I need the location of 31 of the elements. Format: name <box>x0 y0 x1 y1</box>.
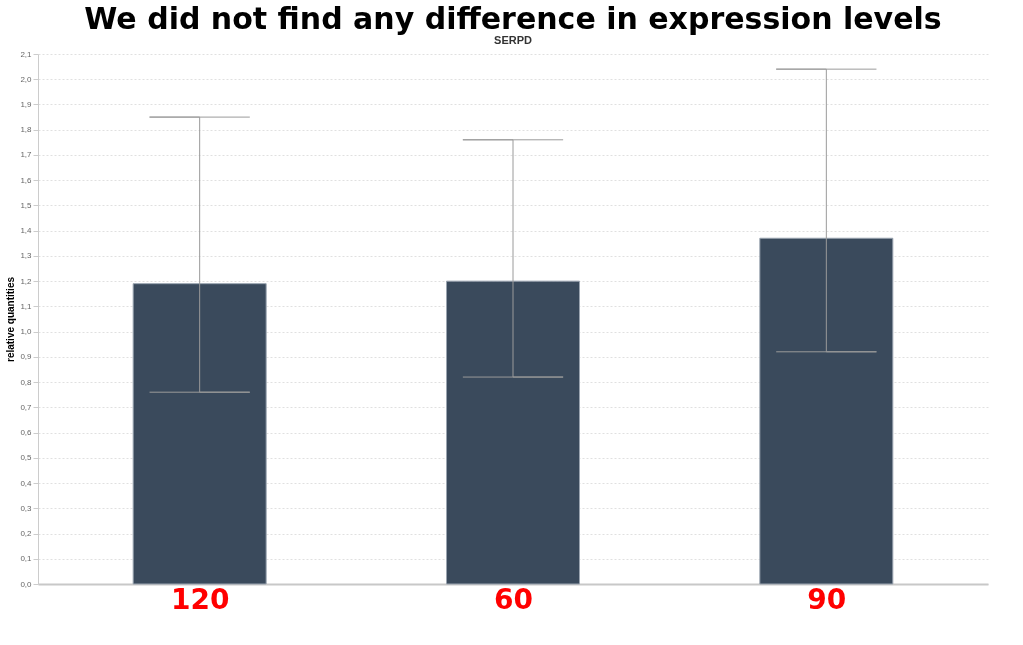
y-tick-label: 0,4 <box>20 478 33 488</box>
y-tick-label: 1,3 <box>20 251 33 261</box>
y-tick-label: 2,1 <box>20 49 33 59</box>
y-tick-label: 0,1 <box>20 554 33 564</box>
y-tick-label: 0,7 <box>20 402 33 412</box>
bar <box>446 280 580 585</box>
y-tick-label: 1,1 <box>20 301 33 311</box>
x-tick-label: 90 <box>807 582 847 616</box>
y-tick-label: 2,0 <box>20 74 33 84</box>
chart-title: We did not find any difference in expression levels <box>84 1 942 36</box>
y-tick-label: 0,8 <box>20 377 33 387</box>
y-tick-label: 0,6 <box>20 428 33 438</box>
y-tick-label: 1,2 <box>20 276 33 286</box>
y-tick-label: 0,9 <box>20 352 33 362</box>
chart-subtitle: SERPD <box>494 34 532 46</box>
x-tick-label: 60 <box>494 582 533 616</box>
y-tick-label: 1,0 <box>20 327 33 337</box>
y-tick-label: 1,4 <box>20 226 33 236</box>
y-tick-label: 1,8 <box>20 125 33 135</box>
y-tick-label: 1,6 <box>20 175 33 185</box>
y-tick-label: 1,9 <box>20 99 33 109</box>
y-tick-label: 0,0 <box>20 579 33 589</box>
bar <box>132 283 267 585</box>
y-tick-label: 1,5 <box>20 200 33 210</box>
bar <box>759 237 894 585</box>
y-tick-label: 0,5 <box>20 453 33 463</box>
y-tick-label: 1,7 <box>20 150 33 160</box>
y-tick-label: 0,2 <box>20 529 33 539</box>
x-tick-label: 120 <box>170 582 230 616</box>
y-axis-title: relative quantities <box>5 276 17 363</box>
y-tick-label: 0,3 <box>20 503 33 513</box>
